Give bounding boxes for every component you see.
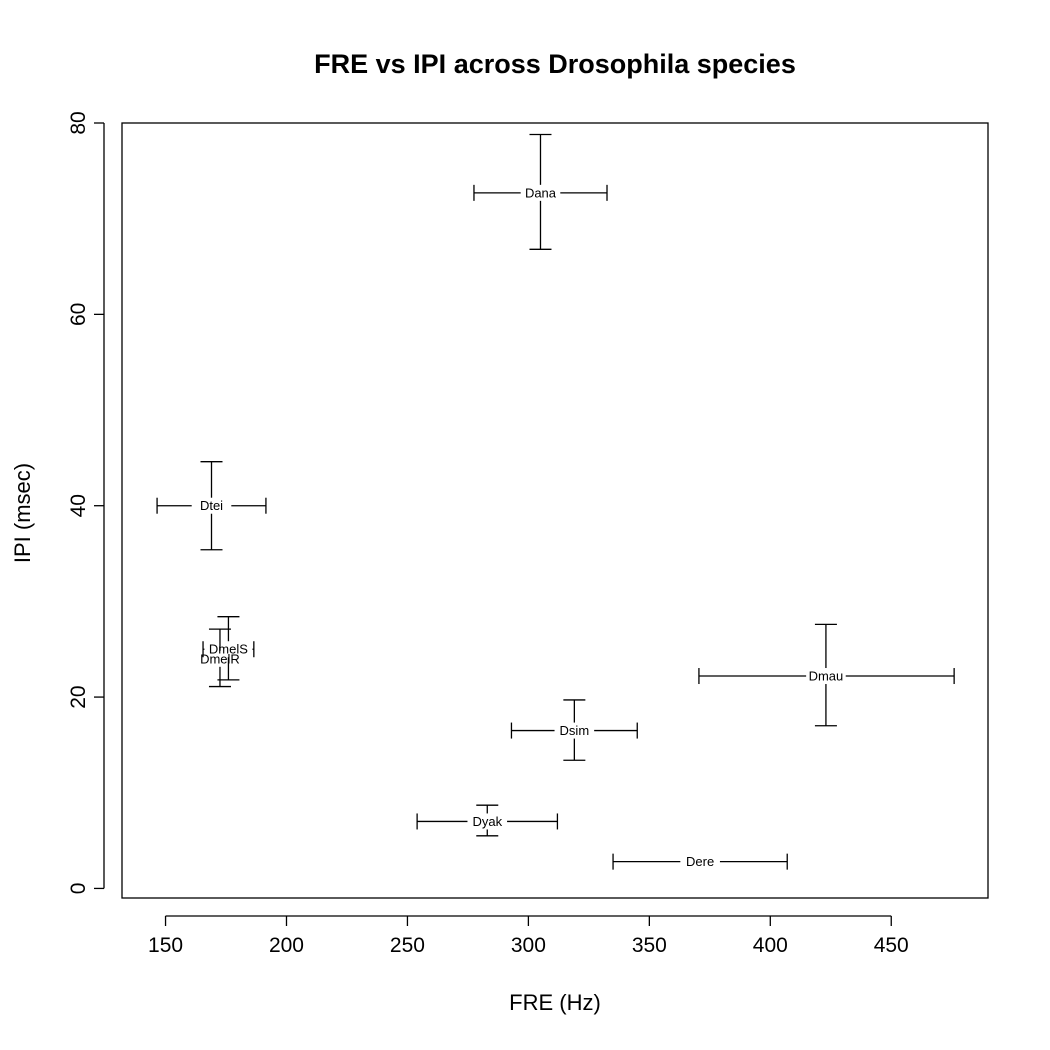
x-axis-label: FRE (Hz) (509, 990, 601, 1015)
y-tick-label: 20 (67, 685, 90, 708)
point-label: Dana (525, 185, 557, 200)
x-tick-label: 350 (632, 934, 667, 957)
y-axis-label: IPI (msec) (10, 463, 35, 563)
x-axis: 150 200 250 300 350 400 450 (148, 915, 909, 957)
point-label: DmelS (209, 642, 248, 657)
y-tick-label: 0 (67, 883, 90, 895)
data-point-dsim: Dsim (510, 699, 638, 761)
x-tick-label: 200 (269, 934, 304, 957)
point-label: DmelR (200, 651, 240, 666)
data-point-dmau: Dmau (698, 623, 955, 727)
x-tick-label: 400 (753, 934, 788, 957)
chart-title: FRE vs IPI across Drosophila species (314, 49, 796, 79)
x-tick-label: 250 (390, 934, 425, 957)
x-tick-label: 450 (874, 934, 909, 957)
y-axis: 0 20 40 60 80 (67, 111, 105, 895)
point-label: Dtei (200, 498, 223, 513)
y-tick-label: 60 (67, 303, 90, 326)
data-point-dana: Dana (473, 133, 608, 250)
data-point-dtei: Dtei (156, 461, 267, 551)
point-label: Dyak (472, 814, 502, 829)
y-tick-label: 80 (67, 111, 90, 134)
y-tick-label: 40 (67, 494, 90, 517)
data-point-dyak: Dyak (416, 804, 559, 837)
plot-frame (121, 122, 989, 899)
x-tick-label: 150 (148, 934, 183, 957)
data-point-dere: Dere (612, 853, 788, 870)
point-label: Dmau (809, 669, 844, 684)
x-tick-label: 300 (511, 934, 546, 957)
point-label: Dere (686, 854, 714, 869)
data-point-dmelr: DmelR (200, 628, 240, 688)
point-label: Dsim (560, 723, 590, 738)
data-point-dmels: DmelS (202, 616, 255, 681)
